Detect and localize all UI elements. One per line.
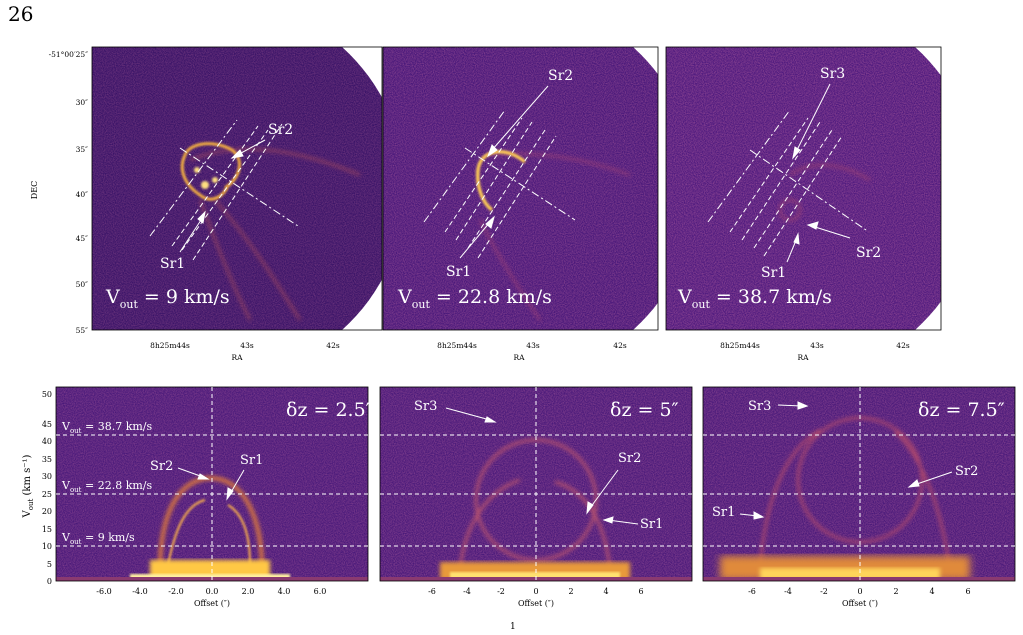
top3-label-sr2: Sr2: [856, 245, 881, 261]
b3-xtick: 6: [965, 587, 970, 596]
b2-xtick: 2: [568, 587, 573, 596]
b2-xlabel: Offset (″): [518, 599, 554, 608]
b2-xtick: 0: [533, 587, 538, 596]
b1-ytick: 25: [42, 490, 52, 499]
top3-vout: Vout = 38.7 km/s: [677, 286, 832, 311]
b1-xlabel: Offset (″): [194, 599, 230, 608]
b1-xtick: -4.0: [132, 587, 147, 596]
b1-ytick: 30: [42, 472, 52, 481]
ra-tick: 42s: [613, 341, 627, 350]
ra-tick: 42s: [326, 341, 340, 350]
b1-xtick: 0.0: [206, 587, 219, 596]
b1-xtick: 2.0: [242, 587, 255, 596]
b1-xtick: 6.0: [314, 587, 327, 596]
ra-tick: 43s: [526, 341, 540, 350]
b1-ytick: 50: [42, 390, 52, 399]
b1-xtick: -2.0: [168, 587, 183, 596]
ra-tick: 43s: [240, 341, 254, 350]
b3-xtick: -6: [748, 587, 756, 596]
b1-hline-22: Vout = 22.8 km/s: [61, 479, 153, 494]
b1-label-sr1: Sr1: [240, 453, 263, 468]
b3-label-sr3: Sr3: [748, 399, 771, 414]
dec-tick: 40″: [76, 190, 89, 199]
b1-ylabel: Vout (km s⁻¹): [22, 454, 35, 518]
b1-label-sr2: Sr2: [150, 459, 173, 474]
b1-hline-38: Vout = 38.7 km/s: [61, 420, 153, 435]
b1-ytick: 10: [42, 542, 52, 551]
top-panel-3: Sr3 Sr2 Sr1 Vout = 38.7 km/s 8h25m44s 43…: [665, 46, 942, 362]
b1-ytick: 35: [42, 455, 52, 464]
top3-label-sr3: Sr3: [820, 66, 845, 82]
b1-xtick: -6.0: [96, 587, 111, 596]
b2-xtick: 4: [603, 587, 608, 596]
b1-ytick: 20: [42, 507, 52, 516]
top2-vout: Vout = 22.8 km/s: [397, 286, 552, 311]
b2-dz: δz = 5″: [610, 399, 679, 421]
dec-tick: -51°00′25″: [49, 50, 89, 59]
ra-tick: 42s: [896, 341, 910, 350]
b1-ytick: 45: [42, 420, 52, 429]
b1-ytick: 5: [47, 560, 52, 569]
top1-vout: Vout = 9 km/s: [105, 286, 230, 311]
b2-label-sr1: Sr1: [640, 517, 663, 532]
ra-tick: 8h25m44s: [150, 341, 190, 350]
b2-xtick: 6: [638, 587, 643, 596]
b3-xtick: 2: [893, 587, 898, 596]
b3-xlabel: Offset (″): [842, 599, 878, 608]
b2-xtick: -4: [463, 587, 471, 596]
dec-tick: 45″: [76, 234, 89, 243]
b2-label-sr3: Sr3: [414, 399, 437, 414]
top2-label-sr2: Sr2: [548, 68, 573, 84]
top2-label-sr1: Sr1: [446, 264, 471, 280]
b1-xtick: 4.0: [278, 587, 291, 596]
b1-hline-9: Vout = 9 km/s: [61, 531, 135, 546]
ra-axis-label: RA: [513, 353, 525, 362]
ra-axis-label: RA: [797, 353, 809, 362]
bottom-panel-1: Vout = 38.7 km/s Vout = 22.8 km/s Vout =…: [22, 386, 373, 608]
ra-tick: 8h25m44s: [720, 341, 760, 350]
b3-xtick: -2: [820, 587, 828, 596]
dec-tick: 55″: [76, 326, 89, 335]
b1-ytick: 40: [42, 437, 52, 446]
bottom-panel-2: δz = 5″ Sr3 Sr2 Sr1 -6 -4 -2 0 2 4 6 Off…: [379, 386, 693, 608]
page-number: 26: [8, 2, 34, 26]
dec-axis-label: DEC: [30, 181, 39, 199]
footer-mark: 1: [510, 622, 516, 632]
top-panel-2: Sr2 Sr1 Vout = 22.8 km/s 8h25m44s 43s 42…: [382, 46, 659, 362]
b3-dz: δz = 7.5″: [918, 399, 1005, 421]
ra-tick: 8h25m44s: [437, 341, 477, 350]
b3-xtick: -4: [784, 587, 792, 596]
dec-tick: 35″: [76, 145, 89, 154]
ra-tick: 43s: [810, 341, 824, 350]
top-panel-1: Sr2 Sr1 Vout = 9 km/s -51°00′25″ 30″ 35″…: [30, 46, 383, 362]
top1-label-sr2: Sr2: [268, 122, 293, 138]
b3-label-sr1: Sr1: [712, 505, 735, 520]
b3-xtick: 0: [857, 587, 862, 596]
b1-ytick: 0: [47, 577, 52, 586]
b2-label-sr2: Sr2: [618, 451, 641, 466]
b2-xtick: -6: [428, 587, 436, 596]
bottom-panel-3: δz = 7.5″ Sr3 Sr2 Sr1 -6 -4 -2 0 2 4 6 O…: [702, 386, 1016, 608]
b2-xtick: -2: [497, 587, 505, 596]
top3-label-sr1: Sr1: [761, 265, 786, 281]
b3-xtick: 4: [929, 587, 934, 596]
b1-ytick: 15: [42, 525, 52, 534]
top1-label-sr1: Sr1: [160, 256, 185, 272]
b1-dz: δz = 2.5″: [286, 399, 373, 421]
b3-label-sr2: Sr2: [955, 464, 978, 479]
dec-tick: 30″: [76, 98, 89, 107]
ra-axis-label: RA: [231, 353, 243, 362]
dec-tick: 50″: [76, 280, 89, 289]
